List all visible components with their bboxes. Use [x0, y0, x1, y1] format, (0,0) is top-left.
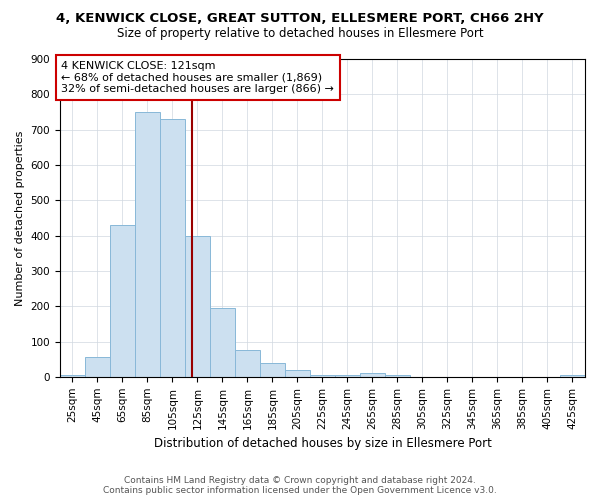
- Text: 4 KENWICK CLOSE: 121sqm
← 68% of detached houses are smaller (1,869)
32% of semi: 4 KENWICK CLOSE: 121sqm ← 68% of detache…: [61, 61, 334, 94]
- Text: Contains HM Land Registry data © Crown copyright and database right 2024.
Contai: Contains HM Land Registry data © Crown c…: [103, 476, 497, 495]
- Text: 4, KENWICK CLOSE, GREAT SUTTON, ELLESMERE PORT, CH66 2HY: 4, KENWICK CLOSE, GREAT SUTTON, ELLESMER…: [56, 12, 544, 26]
- Bar: [335, 375, 360, 377]
- Bar: [310, 375, 335, 377]
- Bar: [135, 112, 160, 377]
- Text: Size of property relative to detached houses in Ellesmere Port: Size of property relative to detached ho…: [116, 28, 484, 40]
- Bar: [210, 308, 235, 377]
- Bar: [560, 375, 585, 377]
- Bar: [160, 119, 185, 377]
- Y-axis label: Number of detached properties: Number of detached properties: [15, 130, 25, 306]
- Bar: [360, 374, 385, 377]
- Bar: [185, 236, 210, 377]
- Bar: [235, 350, 260, 377]
- Bar: [85, 358, 110, 377]
- Bar: [385, 375, 410, 377]
- Bar: [285, 370, 310, 377]
- Bar: [60, 375, 85, 377]
- Bar: [110, 225, 135, 377]
- X-axis label: Distribution of detached houses by size in Ellesmere Port: Distribution of detached houses by size …: [154, 437, 491, 450]
- Bar: [260, 362, 285, 377]
